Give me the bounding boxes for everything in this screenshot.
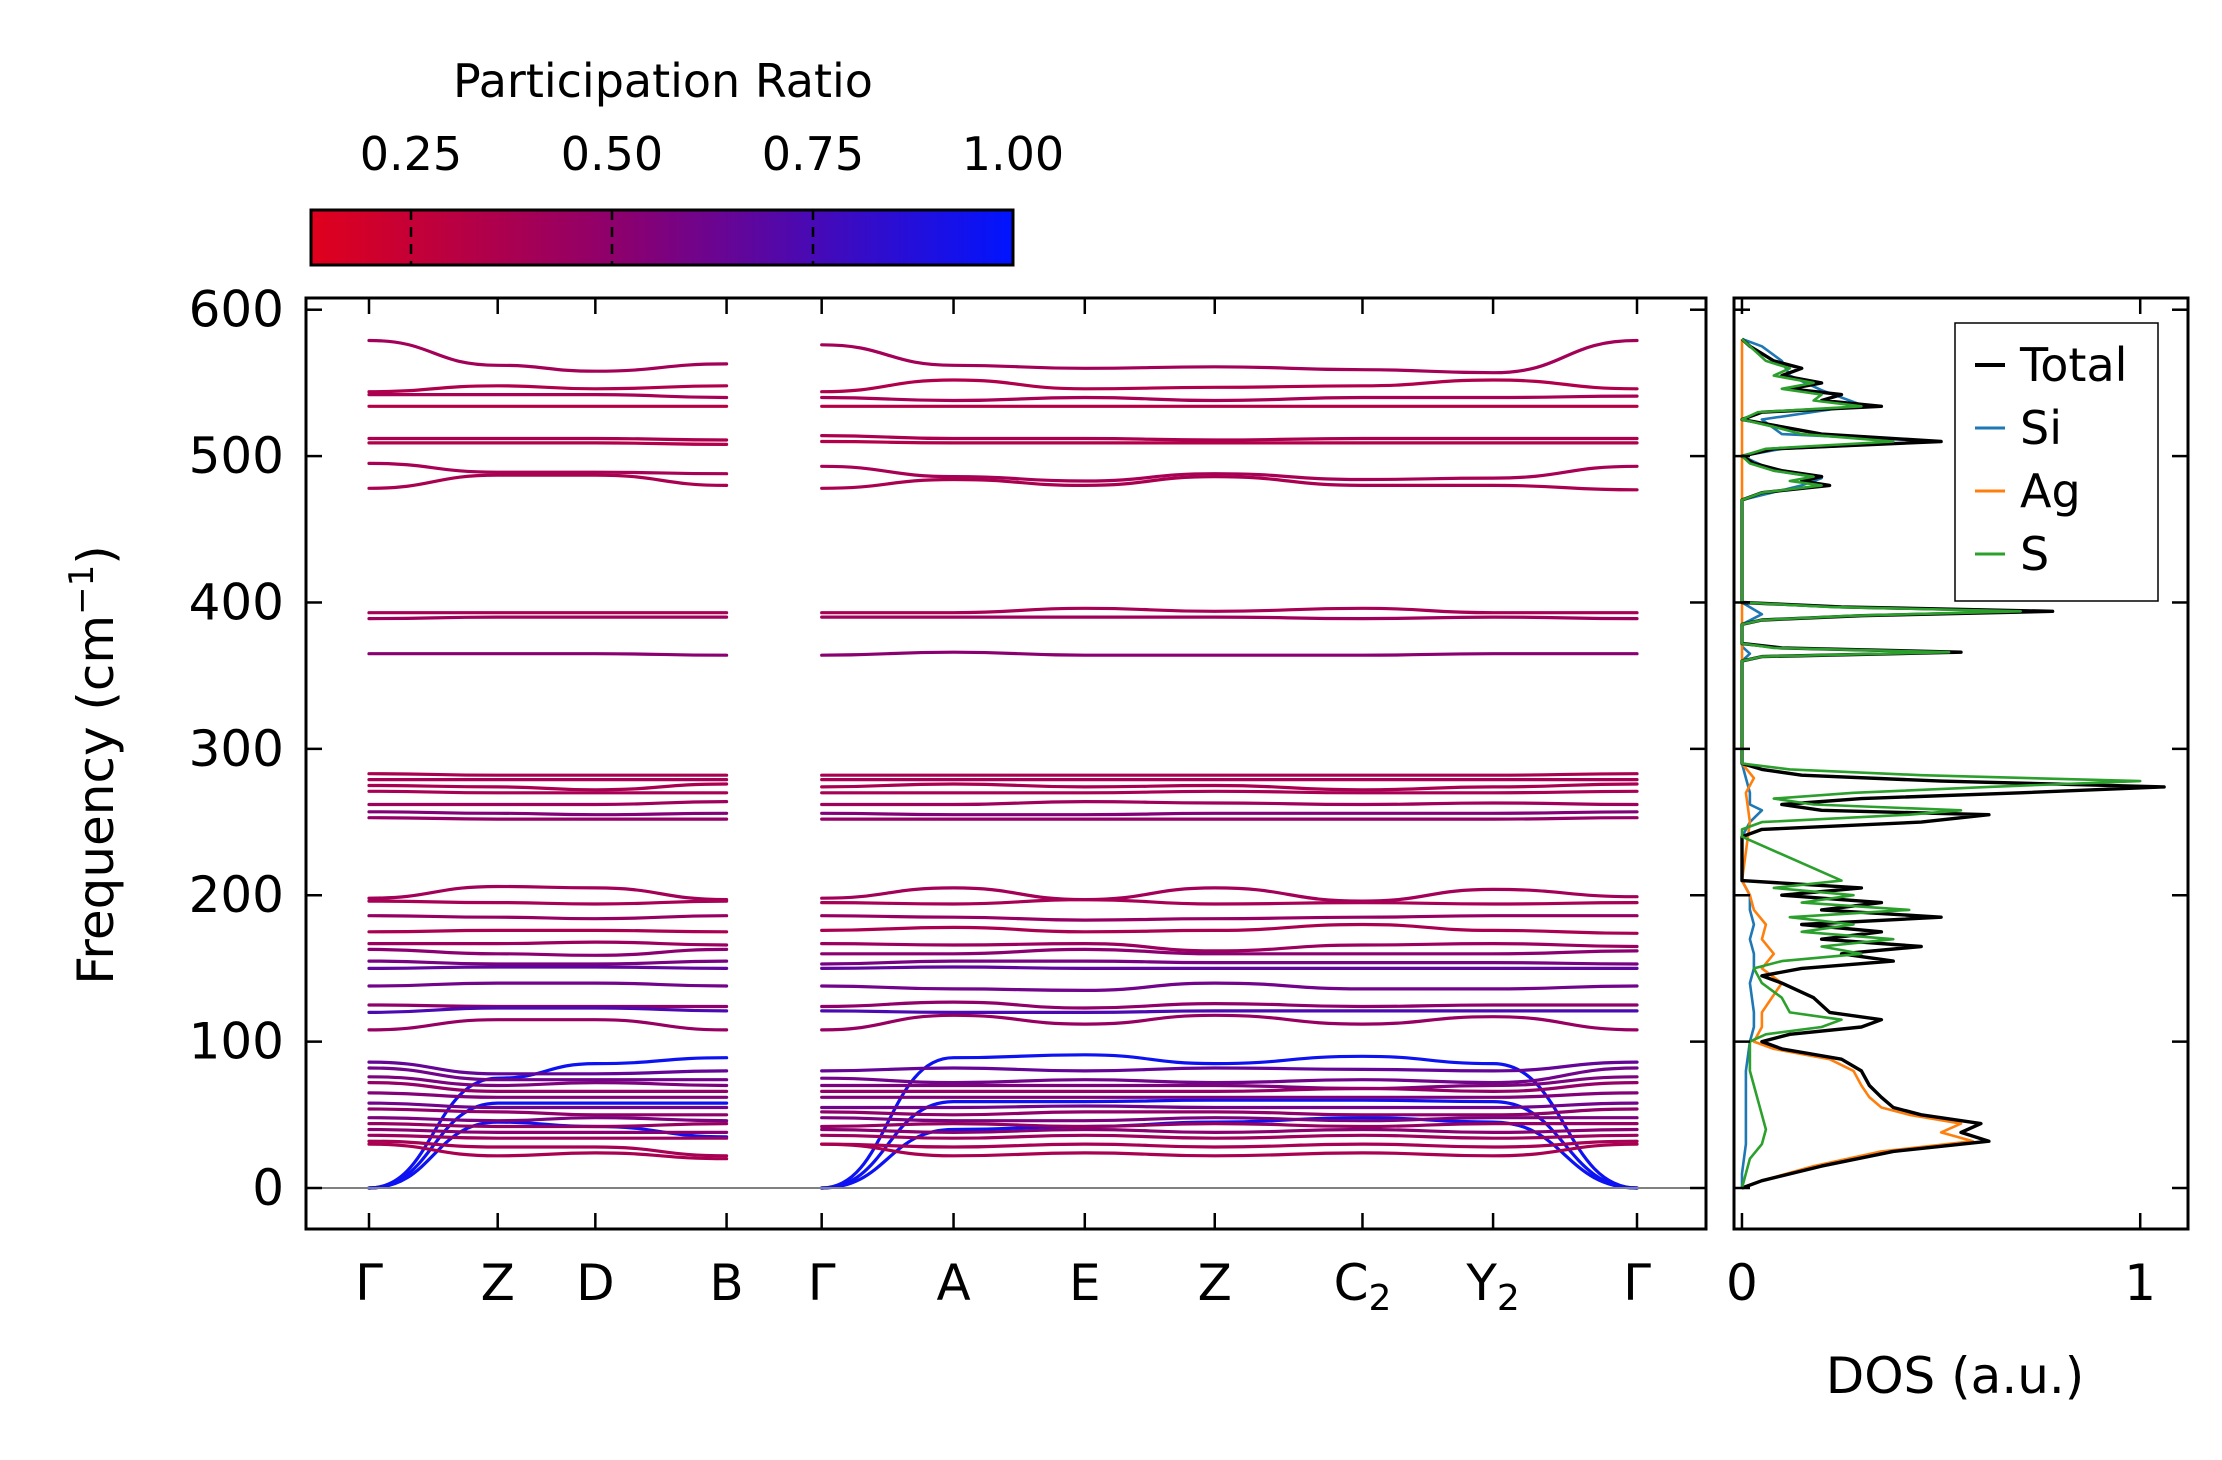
dos-frame: [1732, 296, 2190, 1231]
band-optical-line: [367, 965, 1639, 971]
band-optical-line: [367, 338, 1639, 375]
y-tick-label: 300: [189, 720, 284, 778]
band-structure-panel: 0 100 200 300 400 500 600 Γ Z D B Γ A E Z C2 Y2 Γ: [189, 281, 1708, 1319]
dos-lines: [1740, 337, 2166, 1190]
band-low-optical-line: [367, 1101, 1639, 1110]
k-point-label: B: [709, 1254, 743, 1312]
band-optical-line: [367, 947, 1639, 957]
k-point-label: D: [576, 1254, 615, 1312]
band-optical-line: [367, 378, 1639, 394]
colorbar-tick-label: 1.00: [962, 127, 1064, 181]
band-optical-line: [367, 473, 1639, 492]
k-point-label: Γ: [808, 1254, 836, 1312]
band-optical-line: [367, 650, 1639, 657]
k-point-label: Γ: [1623, 1254, 1651, 1312]
band-optical-line: [367, 789, 1639, 795]
band-low-optical-line: [367, 1060, 1639, 1076]
legend-label-total: Total: [2019, 338, 2127, 392]
band-optical-line: [367, 439, 1639, 446]
band-optical-line: [367, 772, 1639, 777]
colorbar-tick-label: 0.25: [360, 127, 462, 181]
k-point-label: A: [936, 1254, 970, 1312]
band-acoustic-line: [367, 1098, 1639, 1190]
colorbar-tick-label: 0.50: [561, 127, 663, 181]
band-optical-line: [367, 940, 1639, 953]
band-low-optical-line: [367, 1081, 1639, 1094]
y-tick-label: 200: [189, 866, 284, 924]
k-point-label: Z: [1198, 1254, 1232, 1312]
band-low-optical-line: [367, 1091, 1639, 1099]
legend-label-ag: Ag: [2020, 464, 2081, 518]
legend-label-si: Si: [2020, 401, 2062, 455]
band-optical-line: [367, 922, 1639, 935]
k-point-label: C2: [1334, 1254, 1392, 1319]
band-optical-line: [367, 606, 1639, 615]
band-low-optical-line: [367, 1139, 1639, 1158]
band-optical-line: [367, 392, 1639, 403]
band-optical-line: [367, 914, 1639, 922]
band-low-optical-line: [367, 1116, 1639, 1123]
band-optical-line: [367, 782, 1639, 792]
dos-x-axis-label: DOS (a.u.): [1826, 1347, 2085, 1405]
dos-line-s: [1740, 338, 2142, 1189]
dos-line-ag: [1740, 339, 1975, 1190]
band-low-optical-line: [367, 1075, 1639, 1091]
dos-x-tick-label: 1: [2124, 1254, 2156, 1312]
colorbar: [309, 208, 1015, 267]
band-axes: 0 100 200 300 400 500 600 Γ Z D B Γ A E Z C2 Y2 Γ: [189, 281, 1708, 1319]
y-tick-label: 400: [189, 573, 284, 631]
band-optical-line: [367, 1006, 1639, 1015]
dos-line-total: [1740, 337, 2166, 1190]
band-optical-line: [367, 810, 1639, 817]
dos-legend: Total Si Ag S: [1954, 322, 2159, 602]
band-optical-line: [367, 434, 1639, 442]
band-optical-line: [367, 884, 1639, 903]
band-optical-line: [367, 816, 1639, 821]
band-optical-line: [367, 981, 1639, 993]
band-optical-line: [367, 897, 1639, 906]
legend-label-s: S: [2020, 527, 2049, 581]
y-tick-label: 500: [189, 427, 284, 485]
y-tick-label: 100: [189, 1013, 284, 1071]
k-point-label: Γ: [355, 1254, 383, 1312]
y-tick-label: 600: [189, 281, 284, 339]
colorbar-title: Participation Ratio: [453, 54, 873, 108]
band-low-optical-line: [367, 1127, 1639, 1135]
band-optical-line: [367, 461, 1639, 483]
band-lines: [367, 338, 1639, 1190]
dos-x-tick-label: 0: [1726, 1254, 1758, 1312]
band-low-optical-line: [367, 1107, 1639, 1117]
k-point-label: Z: [481, 1254, 515, 1312]
band-optical-line: [367, 959, 1639, 966]
band-low-optical-line: [367, 1121, 1639, 1129]
band-optical-line: [367, 799, 1639, 807]
y-axis-label: Frequency (cm−1): [62, 545, 125, 985]
k-point-label: Y2: [1465, 1254, 1519, 1319]
band-low-optical-line: [367, 1142, 1639, 1161]
band-frame: [304, 296, 1708, 1231]
colorbar-tick-label: 0.75: [762, 127, 864, 181]
k-point-label: E: [1069, 1254, 1101, 1312]
y-tick-label: 0: [252, 1159, 284, 1217]
band-low-optical-line: [367, 1066, 1639, 1085]
band-optical-line: [367, 615, 1639, 621]
band-low-optical-line: [367, 1133, 1639, 1140]
band-optical-line: [367, 1013, 1639, 1032]
